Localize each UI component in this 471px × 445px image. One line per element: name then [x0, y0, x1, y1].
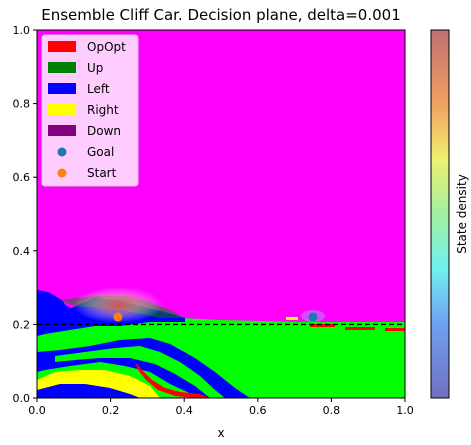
legend-label: Start: [87, 166, 117, 180]
region-blue-in-yellow: [37, 384, 140, 398]
legend-item-down: Down: [48, 124, 121, 138]
goal-marker: [308, 312, 318, 322]
legend-marker: [57, 168, 67, 178]
chart-title: Ensemble Cliff Car. Decision plane, delt…: [41, 6, 401, 24]
x-tick-label: 0.8: [323, 404, 341, 417]
legend-label: Right: [87, 103, 119, 117]
plot-frame: [36, 29, 406, 399]
region-red-curve: [135, 362, 210, 398]
x-axis-label: x: [217, 426, 224, 440]
x-tick-label: 0.6: [249, 404, 267, 417]
y-tick-label: 0.8: [13, 98, 31, 111]
y-tick-label: 1.0: [13, 24, 31, 37]
legend-swatch: [48, 62, 76, 73]
legend-item-up: Up: [48, 61, 103, 75]
legend-item-goal: Goal: [57, 145, 114, 159]
region-green-strip: [55, 346, 225, 398]
x-tick-label: 0.0: [28, 404, 46, 417]
colorbar: [430, 29, 450, 399]
legend-marker: [57, 147, 67, 157]
legend-item-left: Left: [48, 82, 110, 96]
y-axis-ticks: 0.0 0.2 0.4 0.6 0.8 1.0: [13, 24, 37, 405]
y-tick-label: 0.6: [13, 171, 31, 184]
legend-swatch: [48, 41, 76, 52]
legend-swatch: [48, 83, 76, 94]
region-yellow-streak: [286, 317, 298, 320]
legend-item-right: Right: [48, 103, 119, 117]
colorbar-label: State density: [455, 174, 469, 254]
legend-swatch: [48, 104, 76, 115]
legend-label: OpOpt: [87, 40, 126, 54]
x-tick-label: 0.4: [175, 404, 193, 417]
region-red-streak-3: [385, 328, 405, 331]
legend-item-start: Start: [57, 166, 117, 180]
legend-item-opopt: OpOpt: [48, 40, 126, 54]
y-tick-label: 0.2: [13, 318, 31, 331]
legend-label: Goal: [87, 145, 114, 159]
x-tick-label: 0.2: [102, 404, 120, 417]
region-red-streak-2: [345, 327, 375, 330]
legend: OpOpt Up Left Right Down Goal Start: [41, 34, 139, 187]
y-tick-label: 0.4: [13, 245, 31, 258]
state-density-blob: [73, 287, 163, 323]
legend-label: Down: [87, 124, 121, 138]
legend-swatch: [48, 125, 76, 136]
start-marker: [113, 312, 123, 322]
x-axis-ticks: 0.0 0.2 0.4 0.6 0.8 1.0: [28, 398, 414, 417]
legend-label: Left: [87, 82, 110, 96]
legend-label: Up: [87, 61, 103, 75]
region-red-streak-1: [310, 324, 335, 327]
x-tick-label: 1.0: [396, 404, 414, 417]
y-tick-label: 0.0: [13, 392, 31, 405]
